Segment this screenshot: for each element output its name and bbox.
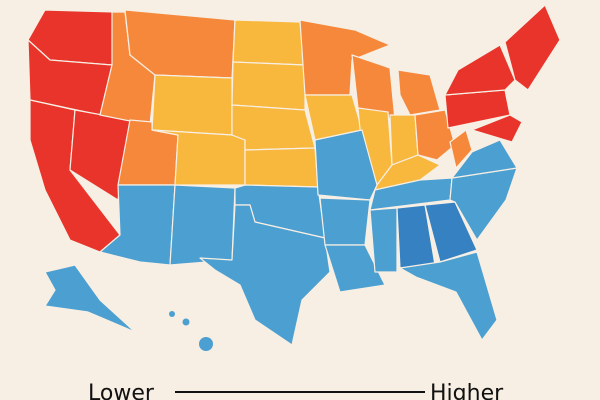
michigan xyxy=(397,69,441,116)
legend: Lower Higher xyxy=(88,381,504,400)
new-england xyxy=(504,4,561,91)
mid-atlantic xyxy=(471,114,523,143)
south-dakota xyxy=(231,61,306,111)
ohio xyxy=(414,109,456,161)
nebraska xyxy=(231,104,316,151)
hawaii-island xyxy=(199,337,213,351)
new-york xyxy=(444,44,516,96)
hawaii-island xyxy=(182,318,190,326)
arkansas xyxy=(319,197,371,246)
mississippi xyxy=(369,207,398,273)
virginia xyxy=(451,139,518,179)
kansas xyxy=(244,147,319,188)
alaska xyxy=(44,264,136,333)
legend-high-label: Higher xyxy=(430,381,504,400)
new-mexico xyxy=(169,184,236,266)
states xyxy=(27,4,561,351)
missouri xyxy=(314,129,378,201)
wyoming xyxy=(151,74,233,136)
louisiana xyxy=(324,244,386,293)
west-virginia xyxy=(449,129,473,169)
hawaii xyxy=(169,311,213,351)
georgia xyxy=(424,201,478,263)
north-dakota xyxy=(232,19,306,66)
texas xyxy=(199,204,331,346)
legend-low-label: Lower xyxy=(88,381,155,400)
hawaii-island xyxy=(169,311,175,317)
florida xyxy=(399,251,498,341)
